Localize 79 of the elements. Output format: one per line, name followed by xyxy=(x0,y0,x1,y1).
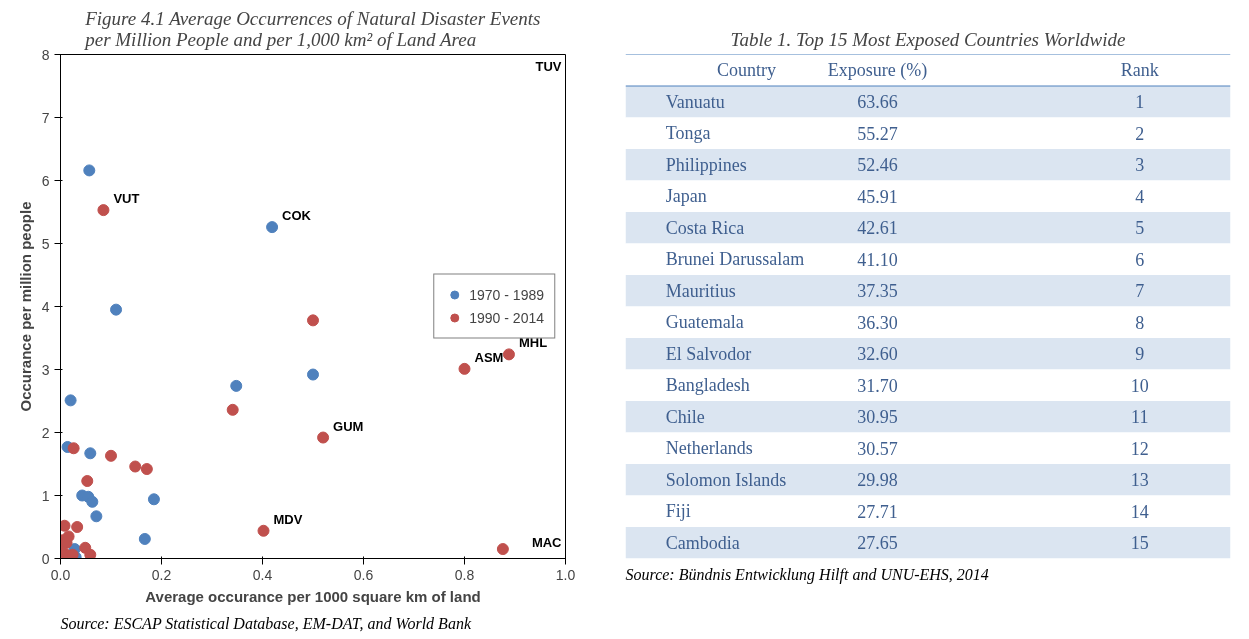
x-tick-label: 0.6 xyxy=(353,566,374,583)
data-label: 30.57 xyxy=(857,438,898,459)
data-label: 30.95 xyxy=(857,407,898,428)
y2-axis-title: Rank xyxy=(1120,60,1159,81)
source-note: Source: Bündnis Entwicklung Hilft and UNU-EHS, 2014 xyxy=(625,565,989,584)
source-note: Source: ESCAP Statistical Database, EM-DAT, and World Bank xyxy=(60,614,472,632)
y-tick-label: Mauritius xyxy=(665,280,736,301)
y-tick-label: Costa Rica xyxy=(665,217,745,238)
y2-tick-label: 14 xyxy=(1130,501,1149,522)
y2-tick-label: 12 xyxy=(1130,438,1149,459)
y-tick-label: Cambodia xyxy=(665,532,740,553)
data-label: 29.98 xyxy=(857,470,898,491)
annotation: COK xyxy=(282,208,312,224)
y-tick-label: 3 xyxy=(41,361,50,378)
x-axis-title: Average occurance per 1000 square km of land xyxy=(145,587,481,605)
y-axis-title: Occurance per million people xyxy=(16,201,34,412)
y-tick-label: Philippines xyxy=(665,154,747,175)
legend-label: 1990 - 2014 xyxy=(469,309,544,326)
y2-tick-label: 8 xyxy=(1135,312,1145,333)
annotation: TUV xyxy=(535,58,562,74)
data-label: 55.27 xyxy=(857,123,898,144)
x-tick-label: 1.0 xyxy=(555,566,576,583)
y-tick-label: Guatemala xyxy=(665,312,744,333)
y-tick-label: 8 xyxy=(41,46,50,63)
y-tick-label: Netherlands xyxy=(665,438,753,459)
annotation: GUM xyxy=(333,418,364,434)
y2-tick-label: 9 xyxy=(1135,344,1145,365)
data-label: 42.61 xyxy=(857,218,898,239)
y-tick-label: El Salvodor xyxy=(665,343,752,364)
legend-label: 1970 - 1989 xyxy=(469,286,544,303)
y2-tick-label: 1 xyxy=(1135,92,1145,113)
y2-tick-label: 4 xyxy=(1135,186,1145,207)
y2-tick-label: 11 xyxy=(1131,407,1149,428)
x-tick-label: Exposure (%) xyxy=(827,60,928,82)
x-tick-label: 0.2 xyxy=(151,566,172,583)
y-tick-label: 7 xyxy=(41,109,50,126)
x-tick-label: 0.8 xyxy=(454,566,475,583)
annotation: ASM xyxy=(474,349,504,365)
y-tick-label: 5 xyxy=(41,235,50,252)
y2-tick-label: 7 xyxy=(1135,281,1145,302)
y-tick-label: 4 xyxy=(41,298,50,315)
data-label: 37.35 xyxy=(857,281,898,302)
chart-title: Table 1. Top 15 Most Exposed Countries Worldwide xyxy=(730,28,1126,50)
data-label: 45.91 xyxy=(857,186,898,207)
y-tick-label: 6 xyxy=(41,172,50,189)
x-tick-label: 0.0 xyxy=(50,566,71,583)
y2-tick-label: 15 xyxy=(1130,533,1149,554)
y-tick-label: Bangladesh xyxy=(665,375,750,396)
y-tick-label: Vanuatu xyxy=(665,91,725,112)
x-tick-label: 0.4 xyxy=(252,566,273,583)
y-tick-label: Brunei Darussalam xyxy=(665,249,805,270)
y-axis-title: Country xyxy=(717,60,777,81)
y-tick-label: 2 xyxy=(41,424,50,441)
data-label: 27.65 xyxy=(857,533,898,554)
y2-tick-label: 5 xyxy=(1135,218,1145,239)
y2-tick-label: 6 xyxy=(1135,249,1145,270)
data-label: 32.60 xyxy=(857,344,898,365)
data-label: 36.30 xyxy=(857,312,898,333)
y2-tick-label: 3 xyxy=(1135,155,1145,176)
data-label: 63.66 xyxy=(857,92,898,113)
y-tick-label: Chile xyxy=(665,406,705,427)
y-tick-label: 0 xyxy=(41,550,50,567)
y2-tick-label: 2 xyxy=(1135,123,1145,144)
annotation: MAC xyxy=(531,534,563,550)
data-label: 27.71 xyxy=(857,501,898,522)
annotation: MDV xyxy=(273,511,303,527)
data-label: 41.10 xyxy=(857,249,898,270)
chart-title: Figure 4.1 Average Occurrences of Natural Disaster Events per Million People and per 1,000 km² of Land Area xyxy=(83,7,541,50)
annotation: MHL xyxy=(518,335,548,351)
y-tick-label: 1 xyxy=(41,487,50,504)
annotation: VUT xyxy=(113,191,140,207)
y-tick-label: Tonga xyxy=(665,123,711,144)
y-tick-label: Japan xyxy=(665,186,707,207)
y2-tick-label: 13 xyxy=(1130,470,1149,491)
y2-tick-label: 10 xyxy=(1130,375,1149,396)
data-label: 52.46 xyxy=(857,155,898,176)
data-label: 31.70 xyxy=(857,375,898,396)
y-tick-label: Fiji xyxy=(665,501,691,522)
y-tick-label: Solomon Islands xyxy=(665,469,787,490)
